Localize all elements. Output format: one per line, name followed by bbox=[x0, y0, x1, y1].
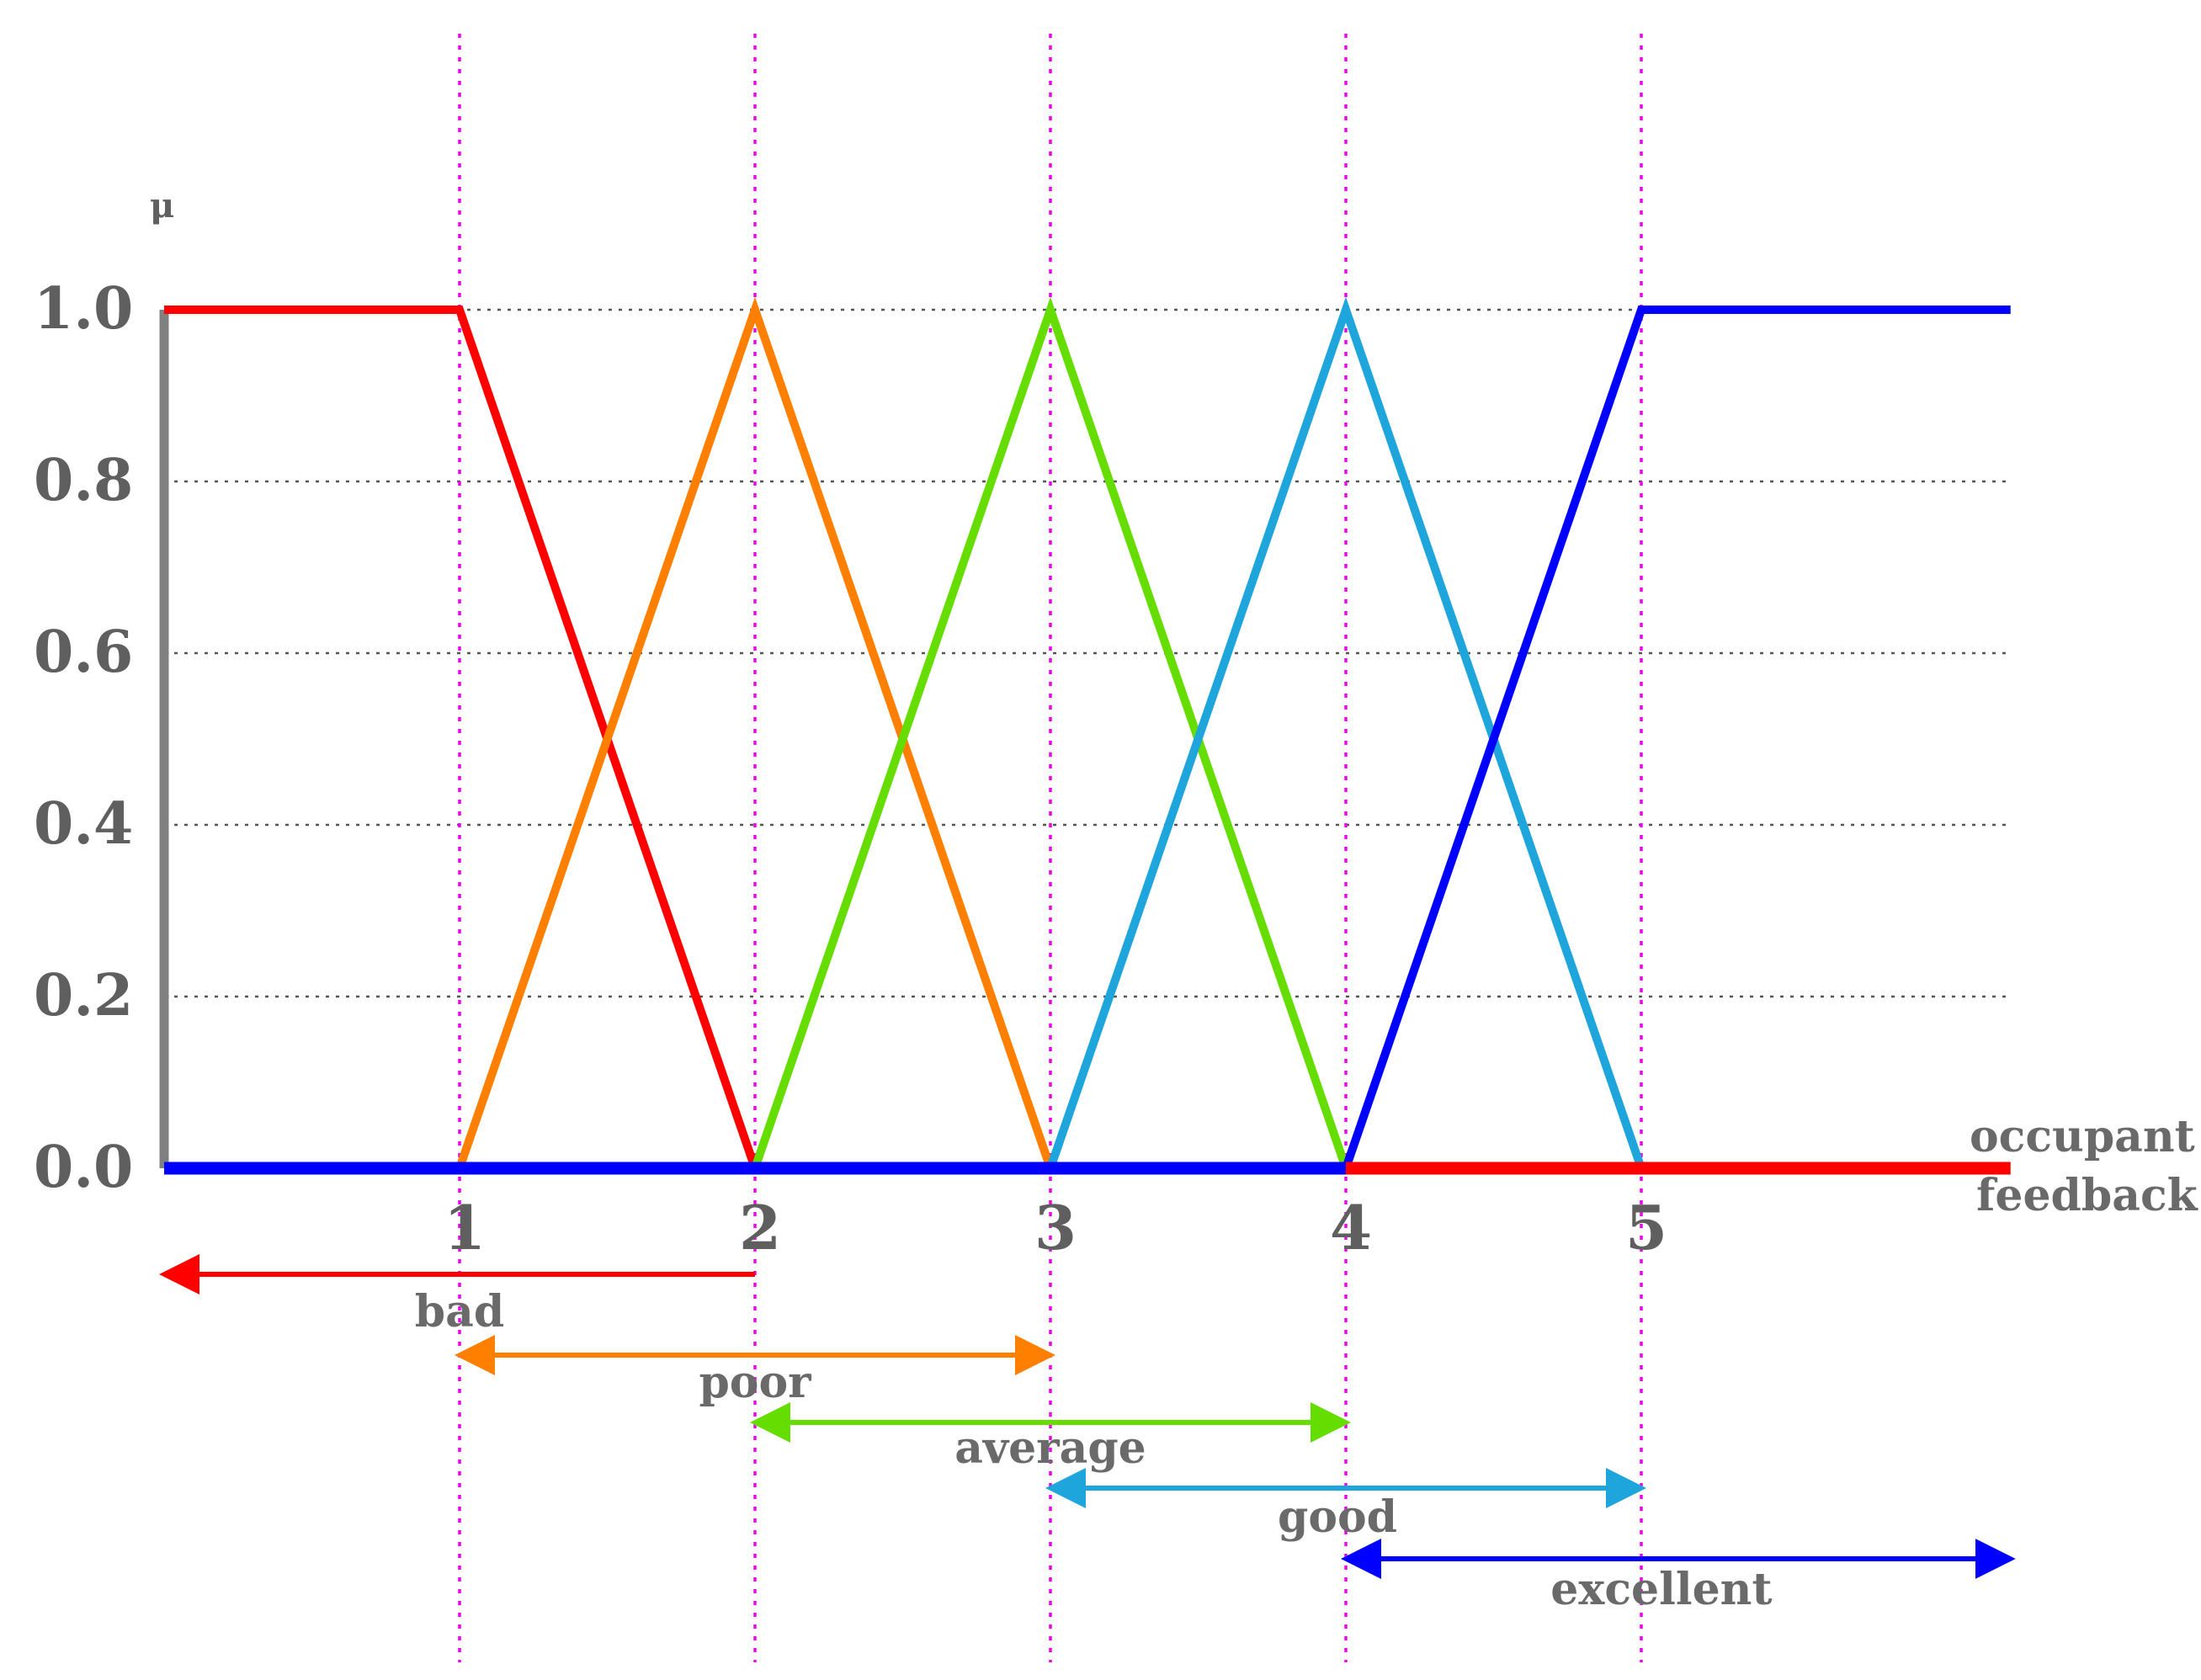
y-tick-label: 0.8 bbox=[34, 447, 133, 514]
series-line-average bbox=[751, 296, 1350, 1170]
x-tick-label: 2 bbox=[739, 1192, 781, 1263]
range-label-average: average bbox=[954, 1422, 1146, 1474]
guide-lines bbox=[458, 34, 1643, 1662]
y-tick-label: 0.4 bbox=[34, 790, 133, 858]
x-tick-label: 3 bbox=[1034, 1192, 1077, 1263]
range-label-poor: poor bbox=[699, 1357, 811, 1408]
x-axis-label-line-2: feedback bbox=[1976, 1170, 2198, 1221]
x-tick-label: 1 bbox=[444, 1192, 486, 1263]
series-line-bad bbox=[164, 306, 759, 1170]
series-lines bbox=[164, 296, 2011, 1170]
range-label-excellent: excellent bbox=[1550, 1564, 1772, 1615]
chart-text: μ occupant feedback 0.0 0.2 0.4 0.6 0.8 1.0 1 2… bbox=[34, 186, 2198, 1615]
x-axis-label-line-1: occupant bbox=[1970, 1111, 2195, 1162]
series-line-poor bbox=[455, 296, 1055, 1170]
x-tick-label: 5 bbox=[1625, 1192, 1667, 1263]
y-tick-label: 0.6 bbox=[34, 619, 133, 686]
y-tick-label: 0.0 bbox=[34, 1134, 133, 1201]
range-arrows bbox=[159, 1254, 2016, 1579]
series-line-good bbox=[1046, 296, 1645, 1170]
range-label-bad: bad bbox=[415, 1286, 504, 1337]
x-tick-label: 4 bbox=[1330, 1192, 1372, 1263]
range-label-good: good bbox=[1278, 1491, 1397, 1543]
y-tick-label: 1.0 bbox=[34, 275, 133, 343]
series-line-excellent bbox=[1342, 306, 2011, 1170]
y-axis-label: μ bbox=[150, 186, 174, 226]
y-tick-label: 0.2 bbox=[34, 962, 133, 1029]
